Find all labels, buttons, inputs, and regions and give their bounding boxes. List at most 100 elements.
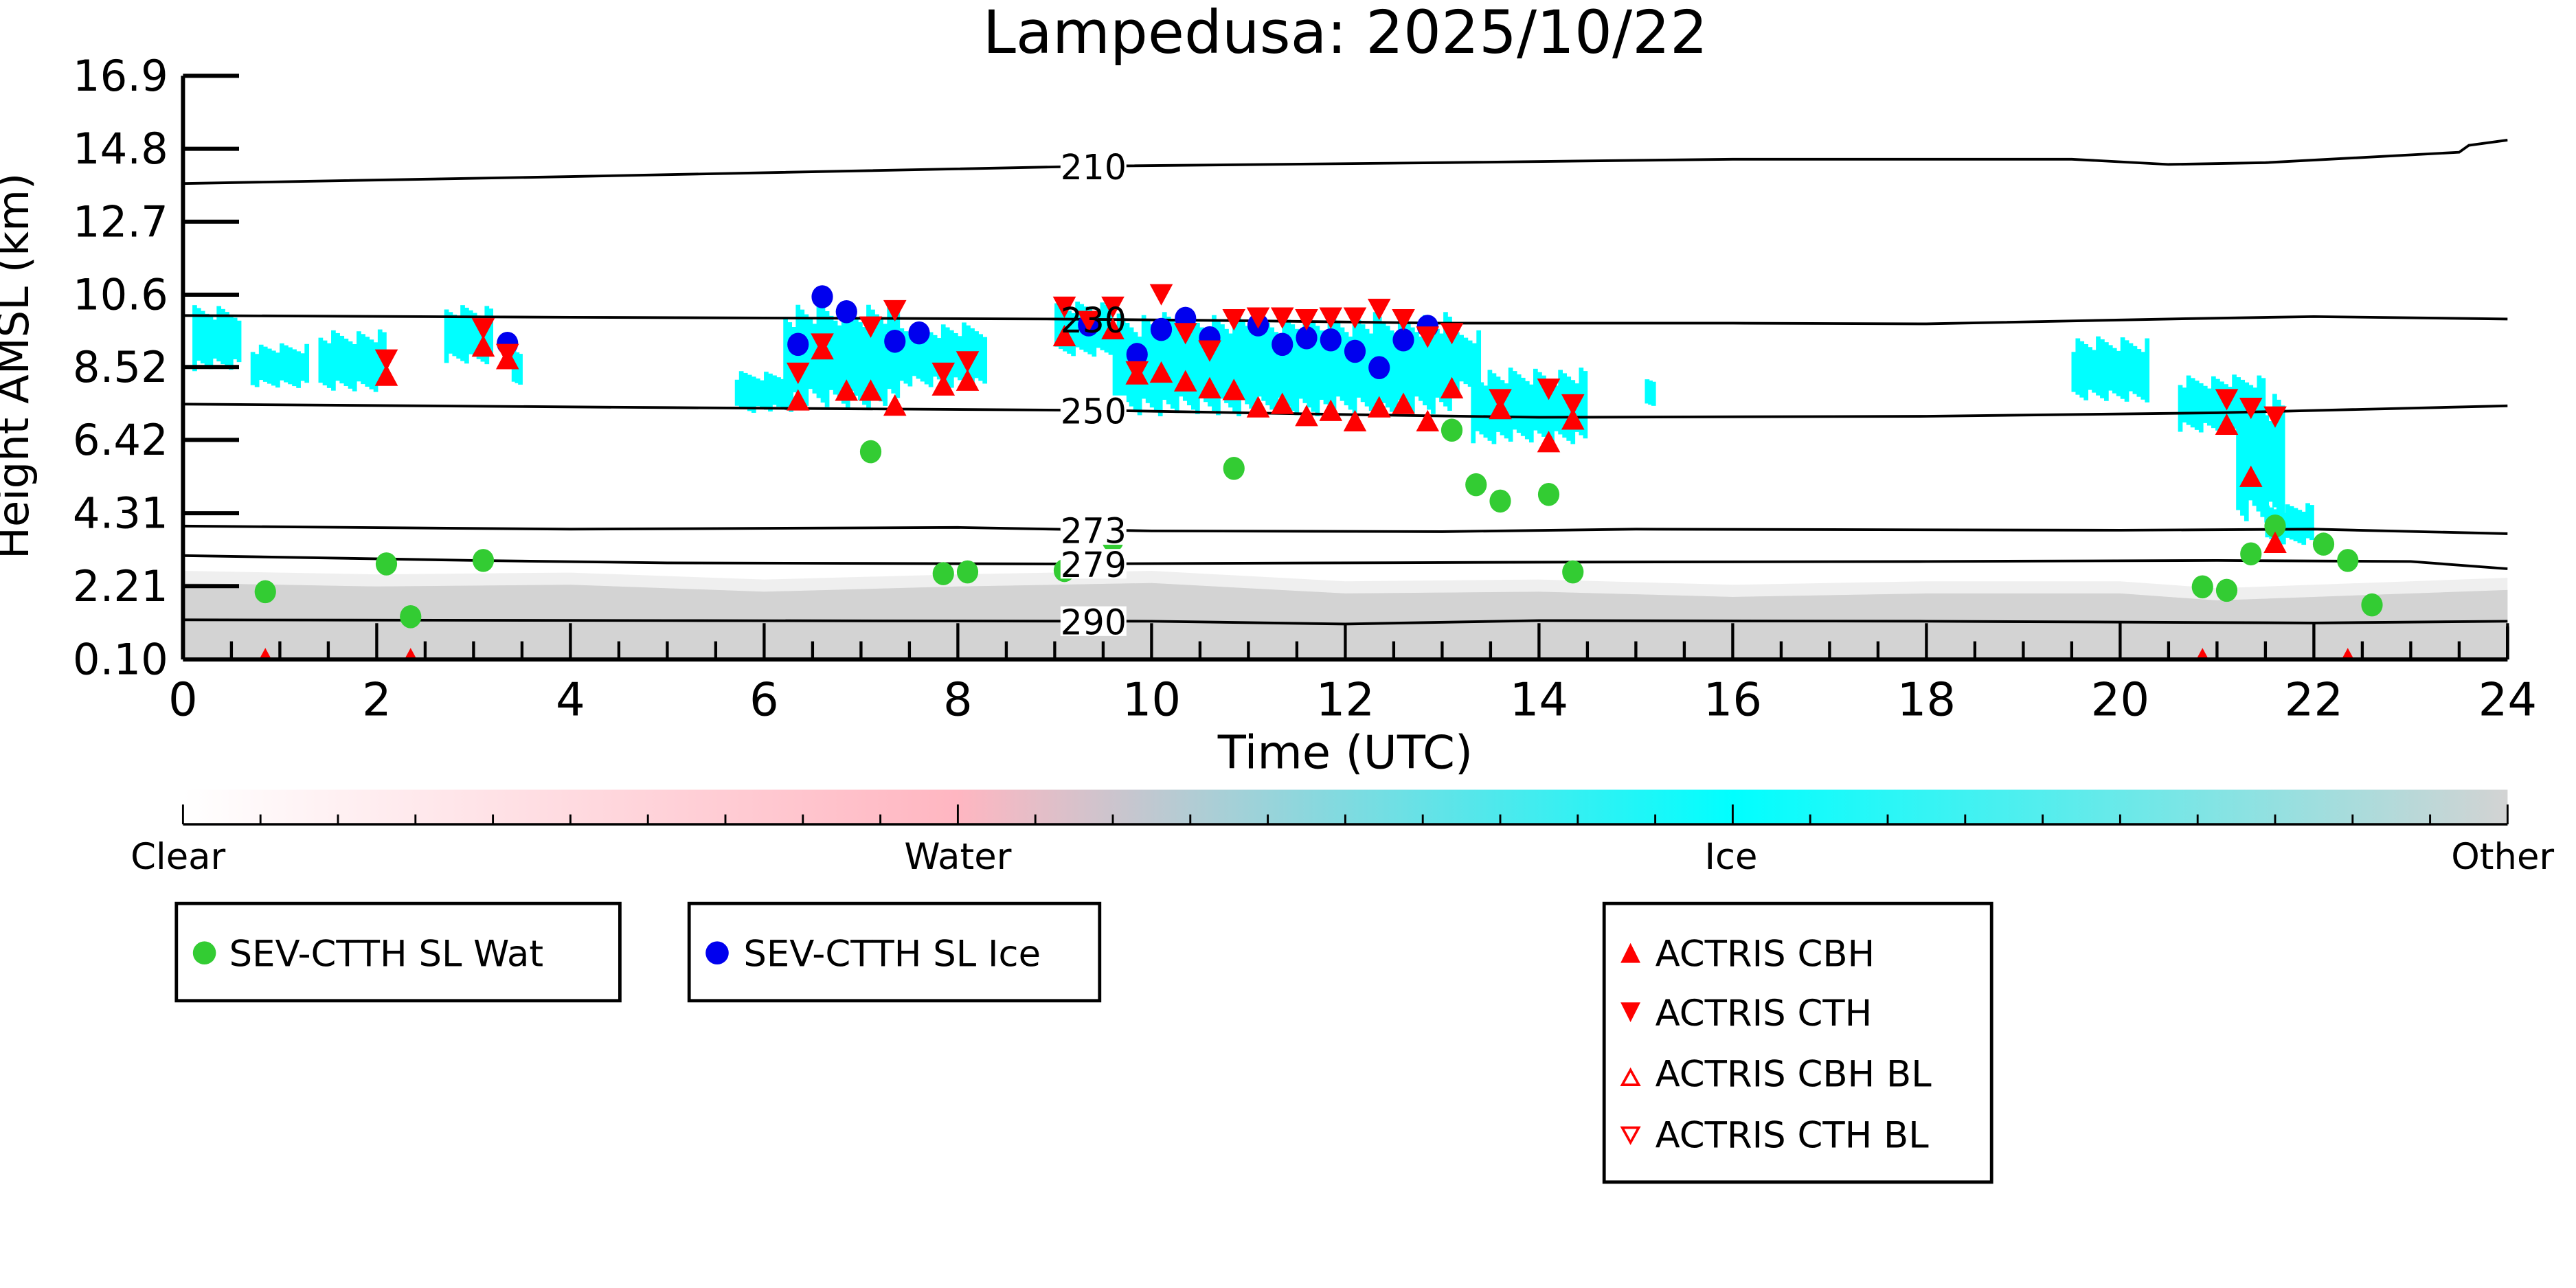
isotherm-line-210 — [183, 139, 2508, 185]
x-tick-label: 2 — [362, 673, 392, 727]
data-point — [908, 321, 930, 345]
plot-area — [183, 139, 2508, 659]
data-point — [375, 552, 398, 576]
colorbar-ticks — [181, 804, 2509, 824]
y-tick-label: 8.52 — [73, 342, 168, 392]
ice-cloud-streak — [1344, 332, 1349, 406]
data-point — [1416, 409, 1440, 431]
ice-cloud-streak — [978, 334, 983, 381]
data-point — [2191, 575, 2213, 599]
ice-cloud-streak — [2071, 352, 2077, 392]
ice-cloud-streak — [1195, 322, 1200, 414]
triangle-down-icon — [1620, 1002, 1640, 1022]
data-point — [859, 440, 882, 464]
ice-cloud-streak — [2236, 407, 2241, 510]
ice-cloud-streak — [1302, 312, 1308, 403]
ice-cloud-streak — [1149, 324, 1155, 408]
legend-circle-blue-icon — [705, 941, 729, 964]
data-point — [1392, 309, 1415, 331]
ice-cloud-streak — [2145, 338, 2150, 403]
ice-cloud-streak — [1278, 336, 1283, 398]
data-point — [859, 379, 883, 401]
ice-cloud-streak — [928, 332, 934, 387]
isotherm-label-bg — [1060, 395, 1127, 425]
ice-cloud-streak — [1166, 316, 1171, 405]
legend-label: ACTRIS CBH — [1656, 933, 1875, 975]
ice-cloud-streak — [2178, 385, 2183, 432]
data-point — [786, 362, 810, 385]
data-point — [956, 369, 980, 391]
chart-title: Lampedusa: 2025/10/22 — [983, 0, 1708, 67]
ice-cloud-streak — [2228, 387, 2233, 427]
y-axis-label: Height AMSL (km) — [0, 173, 38, 559]
data-point — [1246, 396, 1270, 418]
data-point — [2337, 549, 2359, 572]
ice-cloud-streak — [204, 313, 210, 367]
ice-cloud-streak — [879, 319, 883, 402]
ice-cloud-streak — [1423, 315, 1427, 406]
ice-cloud-streak — [1182, 335, 1188, 401]
data-point — [471, 318, 495, 340]
ice-cloud-streak — [518, 354, 523, 385]
ice-cloud-streak — [296, 351, 301, 388]
ice-cloud-streak — [1645, 379, 1650, 404]
ice-cloud-streak — [2112, 348, 2117, 394]
ice-cloud-streak — [1459, 335, 1464, 382]
ice-cloud-streak — [1170, 321, 1175, 409]
ice-cloud-streak — [1472, 343, 1477, 389]
ice-cloud-streak — [373, 342, 379, 392]
ice-cloud-region — [250, 343, 310, 388]
ice-cloud-streak — [1236, 316, 1241, 416]
ice-cloud-streak — [343, 338, 349, 386]
ice-cloud-streak — [300, 353, 305, 381]
series-sev-ctth-sl-wat — [254, 418, 2383, 629]
ice-cloud-streak — [2219, 381, 2224, 433]
ice-cloud-streak — [808, 319, 813, 389]
data-point — [1052, 324, 1076, 347]
data-point — [1320, 328, 1342, 352]
ice-cloud-streak — [2206, 388, 2212, 426]
x-tick-label: 8 — [943, 673, 973, 727]
ice-cloud-streak — [1245, 326, 1250, 405]
ice-cloud-streak — [232, 317, 238, 360]
ice-cloud-region — [2236, 392, 2285, 523]
ice-cloud-streak — [1253, 335, 1258, 414]
data-point — [254, 580, 276, 604]
data-point — [1465, 473, 1487, 497]
ice-cloud-streak — [2272, 394, 2277, 508]
ice-cloud-streak — [2240, 413, 2245, 516]
ice-cloud-streak — [1216, 319, 1221, 416]
ice-cloud-streak — [284, 345, 289, 383]
data-point — [2263, 406, 2287, 428]
data-point — [2361, 593, 2383, 617]
ice-cloud-streak — [472, 313, 477, 357]
data-point — [2239, 397, 2263, 420]
ice-cloud-region — [1442, 329, 1482, 392]
data-point — [1489, 489, 1511, 513]
ice-cloud-region — [2178, 374, 2266, 434]
ice-cloud-streak — [304, 343, 310, 383]
ice-cloud-streak — [322, 340, 328, 386]
ice-cloud-streak — [221, 308, 225, 365]
data-point — [1101, 296, 1125, 318]
ice-cloud-streak — [357, 331, 361, 382]
data-point — [931, 374, 956, 396]
ice-cloud-streak — [1335, 322, 1341, 397]
ice-cloud-streak — [2252, 398, 2257, 506]
data-point — [2240, 542, 2262, 566]
data-point — [495, 343, 519, 365]
ice-cloud-streak — [212, 319, 218, 359]
ice-cloud-streak — [484, 306, 490, 365]
ice-cloud-streak — [870, 309, 875, 393]
ice-cloud-region — [318, 329, 387, 392]
data-point — [1101, 317, 1125, 339]
ice-cloud-streak — [1360, 324, 1366, 403]
ice-cloud-streak — [335, 332, 340, 381]
ice-cloud-streak — [1241, 321, 1245, 400]
ice-cloud-streak — [1261, 318, 1267, 401]
ice-cloud-streak — [2256, 403, 2261, 512]
x-tick-label: 10 — [1122, 673, 1182, 727]
ice-cloud-streak — [1249, 330, 1254, 409]
ice-cloud-streak — [1483, 385, 1489, 438]
ice-cloud-streak — [1228, 333, 1233, 408]
